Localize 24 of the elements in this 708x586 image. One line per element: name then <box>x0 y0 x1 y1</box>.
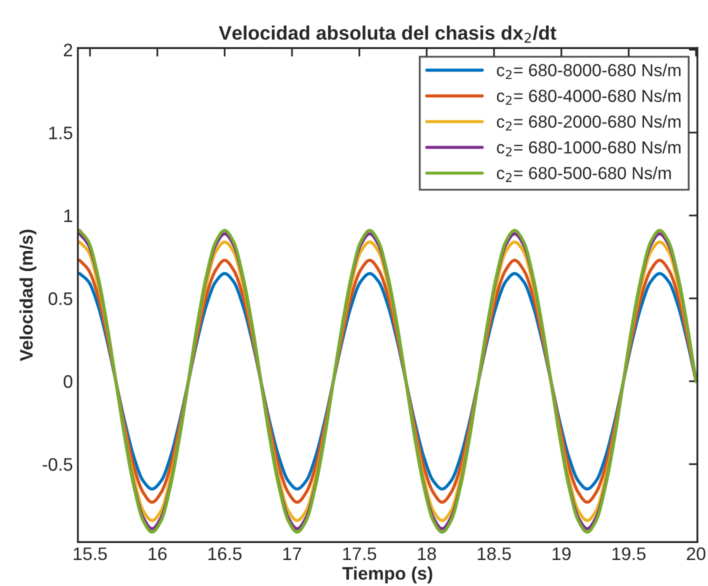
legend-label: c$_{2}$= 680-2000-680 Ns/m <box>496 115 680 130</box>
y-tick-label: 0.5 <box>48 292 72 306</box>
x-tick-label: 17 <box>283 548 302 560</box>
x-tick-label: 18.5 <box>478 547 511 560</box>
x-tick-label: 19.5 <box>612 547 646 560</box>
x-tick-label: 19 <box>552 547 571 560</box>
x-tick-label: 16.5 <box>208 547 242 560</box>
legend-label: c$_{2}$= 680-8000-680 Ns/m <box>496 64 680 80</box>
legend-label: c$_{2}$= 680-4000-680 Ns/m <box>496 89 680 105</box>
y-tick-label: 2 <box>64 44 72 56</box>
y-axis-title: Velocidad (m/s) <box>20 230 36 362</box>
x-tick-label: 18 <box>418 547 436 560</box>
y-tick-label: -0.5 <box>42 458 72 471</box>
legend-label: c$_{2}$= 680-1000-680 Ns/m <box>496 140 680 156</box>
x-tick-label: 16 <box>148 547 167 560</box>
chart-title: Velocidad absoluta del chasis dx$_{2}$/dt <box>218 26 556 43</box>
legend-label: c$_{2}$= 680-500-680 Ns/m <box>496 166 671 182</box>
y-tick-label: 1 <box>64 210 72 222</box>
y-tick-label: 1.5 <box>49 126 72 140</box>
x-axis-title: Tiempo (s) <box>342 566 432 584</box>
x-tick-label: 17.5 <box>343 548 376 560</box>
x-tick-label: 15.5 <box>74 548 107 560</box>
x-tick-label: 20 <box>686 547 706 560</box>
y-tick-label: 0 <box>64 375 72 388</box>
